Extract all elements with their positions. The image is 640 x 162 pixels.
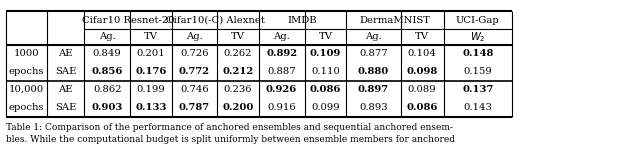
Text: Ag.: Ag.: [273, 32, 290, 41]
Text: 0.849: 0.849: [93, 49, 122, 58]
Text: 0.262: 0.262: [223, 49, 252, 58]
Text: 10,000: 10,000: [9, 85, 44, 94]
Text: epochs: epochs: [9, 103, 44, 112]
Text: TV: TV: [415, 32, 429, 41]
Text: SAE: SAE: [55, 67, 76, 76]
Text: 0.862: 0.862: [93, 85, 122, 94]
Text: 0.893: 0.893: [359, 103, 388, 112]
Text: 0.772: 0.772: [179, 67, 210, 76]
Text: 0.199: 0.199: [137, 85, 165, 94]
Text: Ag.: Ag.: [365, 32, 382, 41]
Text: 0.856: 0.856: [92, 67, 123, 76]
Text: Cifar10(-C) Alexnet: Cifar10(-C) Alexnet: [166, 16, 265, 25]
Text: 0.133: 0.133: [135, 103, 167, 112]
Text: Table 1: Comparison of the performance of anchored ensembles and sequential anch: Table 1: Comparison of the performance o…: [6, 123, 456, 144]
Text: SAE: SAE: [55, 103, 76, 112]
Text: 0.787: 0.787: [179, 103, 210, 112]
Text: UCI-Gap: UCI-Gap: [456, 16, 500, 25]
Text: 0.892: 0.892: [266, 49, 297, 58]
Text: 0.089: 0.089: [408, 85, 436, 94]
Text: 0.926: 0.926: [266, 85, 297, 94]
Text: 0.903: 0.903: [92, 103, 123, 112]
Text: TV: TV: [144, 32, 158, 41]
Text: $W_2$: $W_2$: [470, 30, 486, 44]
Text: 0.880: 0.880: [358, 67, 389, 76]
Text: 0.726: 0.726: [180, 49, 209, 58]
Text: 0.746: 0.746: [180, 85, 209, 94]
Text: Cifar10 Resnet-20: Cifar10 Resnet-20: [82, 16, 175, 25]
Text: 0.887: 0.887: [268, 67, 296, 76]
Text: DermaMNIST: DermaMNIST: [360, 16, 430, 25]
Text: 0.137: 0.137: [462, 85, 493, 94]
Text: 0.916: 0.916: [268, 103, 296, 112]
Text: 0.897: 0.897: [358, 85, 389, 94]
Text: TV: TV: [231, 32, 244, 41]
Text: 0.086: 0.086: [310, 85, 341, 94]
Text: Ag.: Ag.: [99, 32, 116, 41]
Text: TV: TV: [319, 32, 332, 41]
Text: IMDB: IMDB: [287, 16, 317, 25]
Text: 0.104: 0.104: [408, 49, 436, 58]
Text: 1000: 1000: [13, 49, 40, 58]
Text: AE: AE: [58, 85, 73, 94]
Text: 0.877: 0.877: [359, 49, 388, 58]
Text: 0.201: 0.201: [137, 49, 165, 58]
Text: 0.099: 0.099: [311, 103, 340, 112]
Text: AE: AE: [58, 49, 73, 58]
Text: 0.098: 0.098: [406, 67, 438, 76]
Text: 0.176: 0.176: [135, 67, 167, 76]
Text: epochs: epochs: [9, 67, 44, 76]
Text: 0.143: 0.143: [463, 103, 492, 112]
Text: 0.236: 0.236: [223, 85, 252, 94]
Text: 0.110: 0.110: [311, 67, 340, 76]
Text: Ag.: Ag.: [186, 32, 203, 41]
Text: 0.159: 0.159: [463, 67, 492, 76]
Text: 0.086: 0.086: [406, 103, 438, 112]
Text: 0.148: 0.148: [462, 49, 493, 58]
Text: 0.212: 0.212: [222, 67, 253, 76]
Text: 0.200: 0.200: [222, 103, 253, 112]
Text: 0.109: 0.109: [310, 49, 341, 58]
